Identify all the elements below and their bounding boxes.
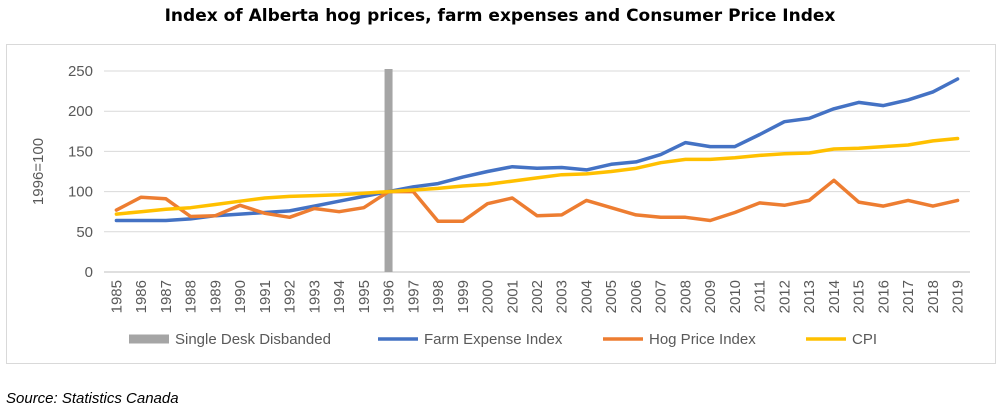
x-tick-label: 2005 — [603, 280, 620, 313]
chart-frame — [6, 44, 996, 364]
x-tick-label: 1989 — [207, 280, 224, 313]
chart-title: Index of Alberta hog prices, farm expens… — [164, 6, 836, 26]
x-tick-label: 2003 — [554, 280, 571, 313]
x-tick-label: 1999 — [455, 280, 472, 313]
y-tick-label: 250 — [68, 63, 93, 80]
x-tick-label: 1992 — [282, 280, 299, 313]
x-tick-label: 2007 — [653, 280, 670, 313]
y-tick-label: 100 — [68, 184, 93, 201]
y-tick-label: 0 — [85, 264, 93, 281]
x-tick-label: 1990 — [232, 280, 249, 313]
source-note: Source: Statistics Canada — [6, 390, 179, 407]
x-tick-label: 2004 — [578, 280, 595, 313]
single-desk-bar — [384, 69, 393, 272]
x-tick-label: 1991 — [257, 280, 274, 313]
series-line-hog-price-index — [114, 178, 960, 224]
x-tick-label: 2008 — [677, 280, 694, 313]
y-axis-title: 1996=100 — [30, 138, 47, 205]
legend-label-farm-expense-index: Farm Expense Index — [424, 331, 563, 348]
x-tick-label: 2016 — [875, 280, 892, 313]
x-tick-label: 2009 — [702, 280, 719, 313]
series-line-farm-expense-index — [114, 77, 960, 223]
y-tick-label: 150 — [68, 143, 93, 160]
x-tick-label: 2006 — [628, 280, 645, 313]
x-tick-label: 2017 — [900, 280, 917, 313]
legend-label-cpi: CPI — [852, 331, 877, 348]
x-tick-label: 1988 — [183, 280, 200, 313]
x-tick-label: 2010 — [727, 280, 744, 313]
x-tick-label: 1998 — [430, 280, 447, 313]
x-tick-label: 1997 — [405, 280, 422, 313]
x-tick-label: 1987 — [158, 280, 175, 313]
x-tick-label: 2002 — [529, 280, 546, 313]
x-tick-label: 1993 — [306, 280, 323, 313]
x-tick-label: 1985 — [108, 280, 125, 313]
x-tick-label: 1994 — [331, 280, 348, 313]
x-tick-label: 2000 — [480, 280, 497, 313]
x-tick-label: 2018 — [925, 280, 942, 313]
x-tick-label: 2015 — [851, 280, 868, 313]
y-tick-label: 200 — [68, 103, 93, 120]
x-tick-label: 2001 — [504, 280, 521, 313]
x-tick-label: 1986 — [133, 280, 150, 313]
x-tick-label: 2014 — [826, 280, 843, 313]
x-tick-label: 1996 — [381, 280, 398, 313]
x-tick-label: 1995 — [356, 280, 373, 313]
x-tick-label: 2019 — [950, 280, 967, 313]
legend-label-single-desk-disbanded: Single Desk Disbanded — [175, 331, 331, 348]
series-line-cpi — [114, 136, 960, 216]
x-tick-label: 2012 — [776, 280, 793, 313]
x-tick-label: 2011 — [752, 280, 769, 312]
y-tick-label: 50 — [76, 224, 93, 241]
x-tick-label: 2013 — [801, 280, 818, 313]
legend-label-hog-price-index: Hog Price Index — [649, 331, 756, 348]
